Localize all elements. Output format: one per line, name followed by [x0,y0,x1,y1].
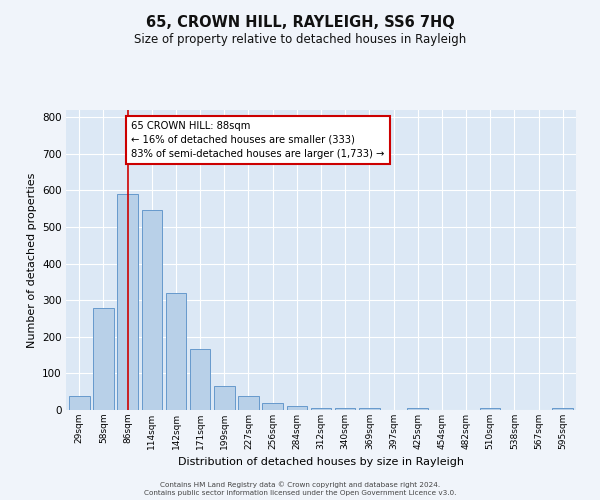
Bar [407,408,428,410]
Bar [69,396,89,410]
Bar [335,408,355,410]
Bar [359,408,380,410]
Text: Contains HM Land Registry data © Crown copyright and database right 2024.: Contains HM Land Registry data © Crown c… [160,481,440,488]
Bar [142,210,162,410]
Bar [480,408,500,410]
Bar [166,293,186,410]
X-axis label: Distribution of detached houses by size in Rayleigh: Distribution of detached houses by size … [178,458,464,468]
Bar [93,308,114,410]
Bar [214,386,235,410]
Y-axis label: Number of detached properties: Number of detached properties [26,172,37,348]
Bar [287,406,307,410]
Bar [311,408,331,410]
Text: Contains public sector information licensed under the Open Government Licence v3: Contains public sector information licen… [144,490,456,496]
Bar [262,404,283,410]
Text: 65 CROWN HILL: 88sqm
← 16% of detached houses are smaller (333)
83% of semi-deta: 65 CROWN HILL: 88sqm ← 16% of detached h… [131,121,385,159]
Bar [118,194,138,410]
Bar [553,408,573,410]
Text: 65, CROWN HILL, RAYLEIGH, SS6 7HQ: 65, CROWN HILL, RAYLEIGH, SS6 7HQ [146,15,454,30]
Text: Size of property relative to detached houses in Rayleigh: Size of property relative to detached ho… [134,32,466,46]
Bar [190,348,211,410]
Bar [238,396,259,410]
